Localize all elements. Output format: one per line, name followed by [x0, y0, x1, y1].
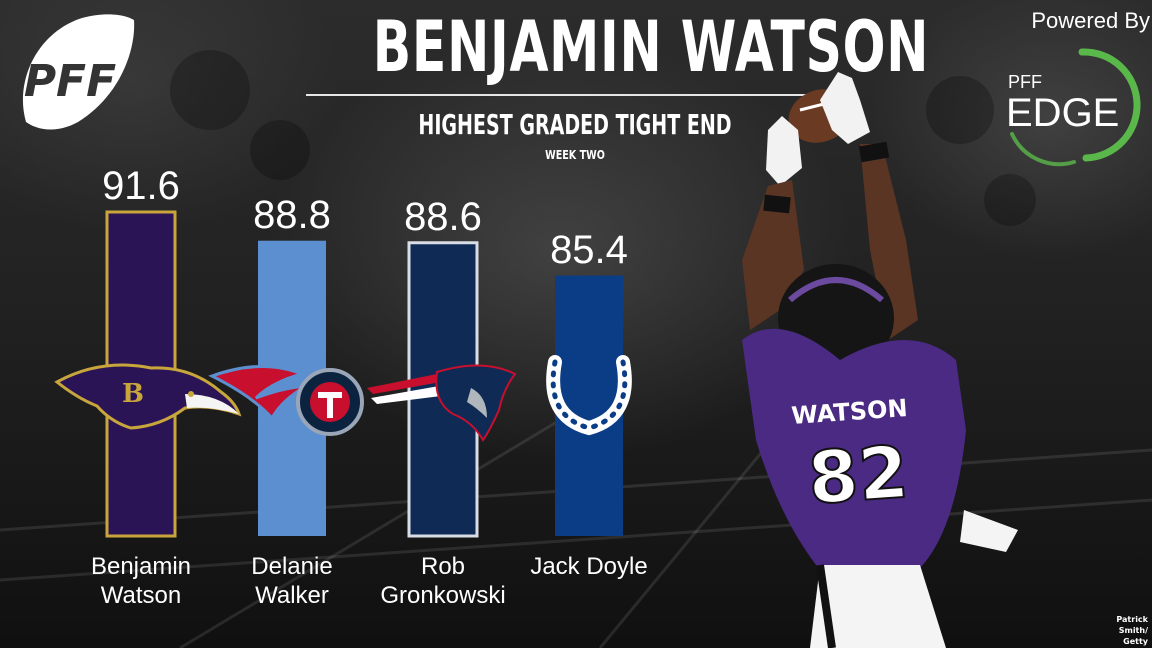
- category-label-line: Rob: [420, 553, 466, 580]
- pff-logo-text: PFF: [24, 56, 116, 107]
- edge-logo-large-text: EDGE: [1006, 91, 1119, 135]
- title-divider: [306, 94, 814, 96]
- titans-logo-icon: [208, 365, 364, 436]
- bar-value-label-3: 88.6: [404, 194, 482, 239]
- ravens-player-catching-icon: WATSON 82: [742, 72, 1018, 648]
- ravens-logo-icon: B: [54, 363, 242, 430]
- pff-edge-logo-icon: PFF EDGE: [1006, 48, 1141, 167]
- bars-layer: B: [54, 210, 632, 538]
- powered-by-text: Powered By: [1031, 8, 1150, 33]
- jersey-number: 82: [805, 430, 911, 521]
- category-label-line: Delanie: [251, 553, 333, 580]
- chart-subtitle: HIGHEST GRADED TIGHT END: [418, 108, 732, 141]
- pff-football-logo-icon: PFF: [22, 14, 135, 130]
- photo-credit: Patrick Smith/ Getty Images: [1088, 614, 1148, 648]
- week-label: WEEK TWO: [545, 148, 605, 162]
- svg-text:B: B: [122, 379, 144, 409]
- page-title: BENJAMIN WATSON: [372, 6, 930, 88]
- patriots-logo-icon: [367, 364, 517, 442]
- category-label-line: Gronkowski: [380, 582, 506, 609]
- bar-value-label-2: 88.8: [253, 192, 331, 237]
- category-label-2: Delanie Walker: [217, 552, 367, 610]
- bar-value-label-4: 85.4: [550, 227, 628, 272]
- photo-credit-line2: Getty Images: [1123, 637, 1148, 646]
- bar-chart: B 91.6 88.8 88.6 85.4 Benjamin Watson Delanie…: [40, 160, 700, 620]
- category-label-line: Jack Doyle: [530, 553, 648, 580]
- category-label-1: Benjamin Watson: [66, 552, 216, 610]
- photo-credit-line1: Patrick Smith/: [1116, 615, 1148, 635]
- category-label-line: Benjamin: [90, 553, 192, 580]
- category-label-line: Walker: [255, 582, 329, 609]
- edge-logo-small-text: PFF: [1008, 72, 1042, 92]
- bar-value-label-1: 91.6: [102, 164, 180, 208]
- colts-horseshoe-icon: [546, 355, 632, 436]
- category-label-line: Watson: [100, 582, 182, 609]
- category-label-3: Rob Gronkowski: [368, 552, 518, 610]
- category-label-4: Jack Doyle: [514, 552, 664, 581]
